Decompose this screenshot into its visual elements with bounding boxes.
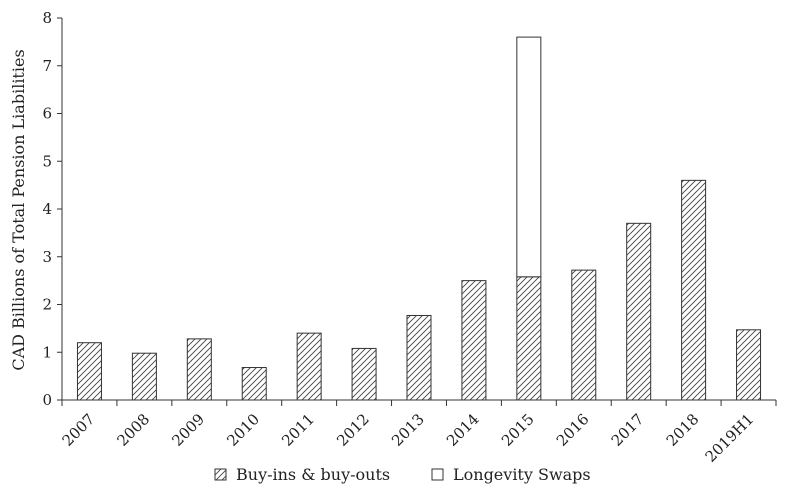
x-tick-label: 2010 bbox=[223, 410, 263, 450]
bar-buy-ins-2019H1 bbox=[736, 329, 762, 401]
x-tick-label: 2008 bbox=[113, 410, 153, 450]
legend: Buy-ins & buy-outs Longevity Swaps bbox=[214, 465, 591, 484]
y-tick-label: 1 bbox=[42, 343, 52, 361]
y-tick-label: 5 bbox=[42, 152, 52, 170]
bar-buy-ins-2007 bbox=[76, 342, 102, 401]
y-tick-label: 3 bbox=[42, 248, 52, 266]
bar-buy-ins-2018 bbox=[681, 179, 707, 401]
x-tick-label: 2014 bbox=[443, 410, 483, 450]
x-tick-label: 2012 bbox=[333, 410, 373, 450]
x-tick-label: 2018 bbox=[663, 410, 703, 450]
legend-label-longevity-swaps: Longevity Swaps bbox=[453, 465, 591, 484]
x-tick-label: 2011 bbox=[278, 410, 318, 450]
y-tick-label: 4 bbox=[42, 200, 52, 218]
y-tick-label: 7 bbox=[42, 57, 52, 75]
bar-buy-ins-2012 bbox=[351, 347, 377, 401]
y-tick-label: 0 bbox=[42, 391, 52, 409]
plot-area: 0 1 2 3 4 5 6 7 8 2007 2008 2009 2010 2011 2012 2013 201… bbox=[42, 9, 777, 466]
bar-buy-ins-2015 bbox=[516, 276, 542, 401]
y-axis-label: CAD Billions of Total Pension Liabilitie… bbox=[9, 49, 28, 370]
bar-buy-ins-2013 bbox=[406, 314, 432, 401]
x-tick-label: 2009 bbox=[168, 410, 208, 450]
bar-buy-ins-2008 bbox=[131, 352, 157, 401]
x-tick-label: 2017 bbox=[608, 410, 648, 450]
legend-label-buy-ins: Buy-ins & buy-outs bbox=[236, 465, 390, 484]
bar-buy-ins-2009 bbox=[186, 338, 212, 401]
x-tick-label: 2007 bbox=[59, 410, 99, 450]
y-tick-label: 2 bbox=[42, 296, 52, 314]
y-tick-label: 6 bbox=[42, 105, 52, 123]
x-tick-label: 2016 bbox=[553, 410, 593, 450]
x-tick-label: 2019H1 bbox=[702, 410, 758, 466]
bar-longevity-swaps-2015 bbox=[516, 36, 542, 278]
legend-swatch-buy-ins bbox=[214, 468, 227, 481]
bar-buy-ins-2016 bbox=[571, 269, 597, 401]
y-tick-label: 8 bbox=[42, 9, 52, 27]
bar-buy-ins-2011 bbox=[296, 332, 322, 401]
x-tick-label: 2013 bbox=[388, 410, 428, 450]
bar-buy-ins-2010 bbox=[241, 367, 267, 401]
bar-buy-ins-2017 bbox=[626, 222, 652, 401]
legend-swatch-longevity-swaps bbox=[431, 468, 444, 481]
bar-buy-ins-2014 bbox=[461, 280, 487, 401]
x-tick-label: 2015 bbox=[498, 410, 538, 450]
